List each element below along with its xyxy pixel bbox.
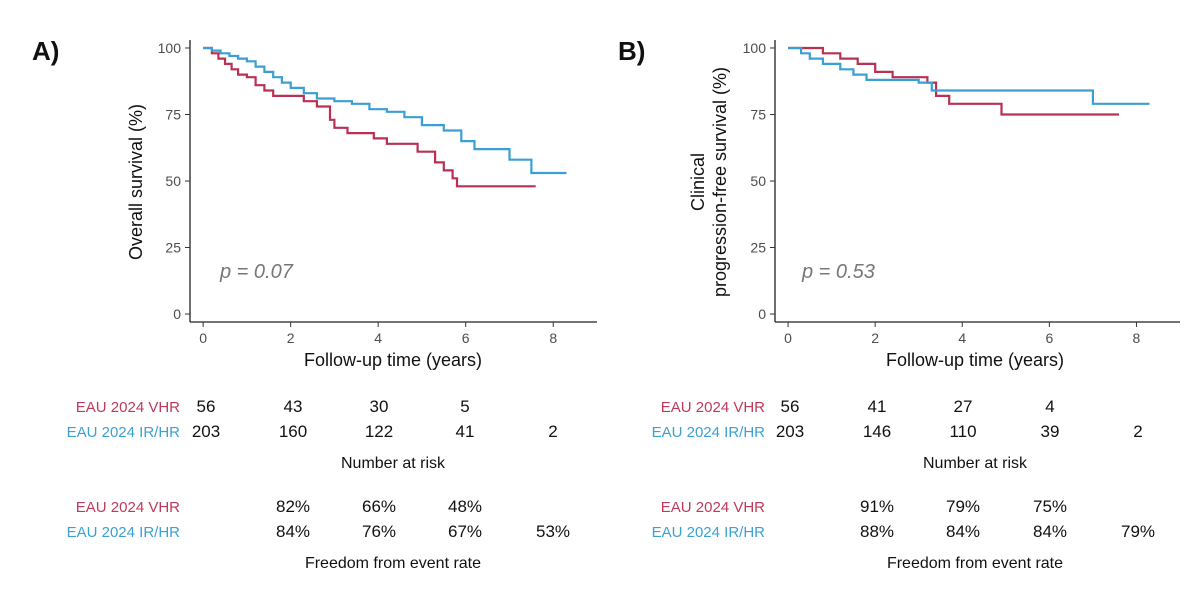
panel-a-xtick-label: 4 [374, 330, 382, 346]
panel-a-rate-cell: 53% [536, 522, 570, 541]
panel-b-xtick-label: 4 [958, 330, 966, 346]
panel-b-curve-ir-hr [788, 46, 1150, 105]
panel-a-ytick-label: 0 [173, 306, 181, 322]
panel-b-xtick-label: 8 [1133, 330, 1141, 346]
panel-a-ytick-label: 100 [158, 40, 182, 56]
panel-a-xtick-label: 6 [462, 330, 470, 346]
panel-b-risk-cell: 39 [1041, 422, 1060, 441]
panel-a-risk-cell: 56 [197, 397, 216, 416]
panel-a-risk-cell: 41 [456, 422, 475, 441]
panel-b-ytick-label: 25 [750, 240, 766, 256]
panel-b-xlabel: Follow-up time (years) [886, 350, 1064, 370]
panel-a-ytick-label: 75 [165, 106, 181, 122]
panel-b-rate-row-label: EAU 2024 VHR [661, 499, 765, 516]
panel-a-ytick-label: 25 [165, 240, 181, 256]
panel-b-curve-vhr [788, 46, 1119, 116]
panel-b-xtick-label: 6 [1045, 330, 1053, 346]
panel-a-rate-cell: 84% [276, 522, 310, 541]
panel-a-pvalue: p = 0.07 [219, 261, 294, 283]
panel-b-rate-cell: 75% [1033, 497, 1067, 516]
chart-marks: 0 25 50 75 100 0 2 4 6 8 EAU 2024 VHR 56 43 30 5 EAU 20… [67, 40, 1180, 541]
panel-b-risk-cell: 41 [868, 397, 887, 416]
panel-a-risk-row-label: EAU 2024 VHR [76, 399, 180, 416]
panel-b-ytick-label: 100 [743, 40, 767, 56]
panel-a-label: A) [32, 36, 59, 66]
panel-b-risk-cell: 2 [1133, 422, 1142, 441]
panel-a-risk-cell: 5 [460, 397, 469, 416]
panel-b-risk-cell: 203 [776, 422, 804, 441]
panel-a-rate-row-label: EAU 2024 IR/HR [67, 524, 181, 541]
panel-a-risk-cell: 122 [365, 422, 393, 441]
panel-a-curve-vhr [203, 46, 536, 188]
panel-a-risk-cell: 30 [370, 397, 389, 416]
panel-a-rate-cell: 66% [362, 497, 396, 516]
panel-a-xtick-label: 2 [287, 330, 295, 346]
panel-a-rate-cell: 48% [448, 497, 482, 516]
panel-b-ytick-label: 0 [758, 306, 766, 322]
panel-b-rate-cell: 91% [860, 497, 894, 516]
panel-a-rate-row-label: EAU 2024 VHR [76, 499, 180, 516]
panel-a-risk-cell: 43 [284, 397, 303, 416]
panel-b-xtick-label: 2 [871, 330, 879, 346]
panel-b-rate-cell: 84% [946, 522, 980, 541]
panel-b-risk-cell: 27 [954, 397, 973, 416]
panel-a-risk-row-label: EAU 2024 IR/HR [67, 424, 181, 441]
panel-b-ylabel-line1: Clinical [688, 153, 708, 211]
panel-b-rate-cell: 88% [860, 522, 894, 541]
panel-a-xtick-label: 8 [549, 330, 557, 346]
panel-a-rate-cell: 82% [276, 497, 310, 516]
panel-b-rate-cell: 84% [1033, 522, 1067, 541]
panel-b-ytick-label: 75 [750, 106, 766, 122]
panel-b-pvalue: p = 0.53 [801, 261, 875, 283]
panel-b-ytick-label: 50 [750, 173, 766, 189]
panel-b-risk-row-label: EAU 2024 VHR [661, 399, 765, 416]
panel-b-risk-cell: 146 [863, 422, 891, 441]
panel-a-rate-cell: 67% [448, 522, 482, 541]
panel-b-risk-cell: 56 [781, 397, 800, 416]
panel-b-rate-cell: 79% [1121, 522, 1155, 541]
panel-a-risk-cell: 203 [192, 422, 220, 441]
panel-b-xtick-label: 0 [784, 330, 792, 346]
panel-a-xlabel: Follow-up time (years) [304, 350, 482, 370]
panel-a-ytick-label: 50 [165, 173, 181, 189]
panel-b-rate-cell: 79% [946, 497, 980, 516]
panel-b-risk-cell: 4 [1045, 397, 1054, 416]
panel-b-risk-caption: Number at risk [923, 455, 1028, 472]
panel-b-risk-cell: 110 [949, 422, 976, 441]
panel-a-risk-cell: 2 [548, 422, 557, 441]
panel-a-rate-cell: 76% [362, 522, 396, 541]
panel-b-rate-caption: Freedom from event rate [887, 555, 1063, 572]
panel-b-risk-row-label: EAU 2024 IR/HR [652, 424, 766, 441]
panel-a-xtick-label: 0 [199, 330, 207, 346]
panel-b-rate-row-label: EAU 2024 IR/HR [652, 524, 766, 541]
panel-a-rate-caption: Freedom from event rate [305, 555, 481, 572]
panel-b-ylabel-line2: progression-free survival (%) [710, 67, 730, 297]
panel-a-ylabel: Overall survival (%) [126, 104, 146, 260]
panel-a-curve-ir-hr [203, 46, 567, 175]
panel-b-label: B) [618, 36, 645, 66]
panel-a-risk-caption: Number at risk [341, 455, 446, 472]
panel-a-risk-cell: 160 [279, 422, 307, 441]
